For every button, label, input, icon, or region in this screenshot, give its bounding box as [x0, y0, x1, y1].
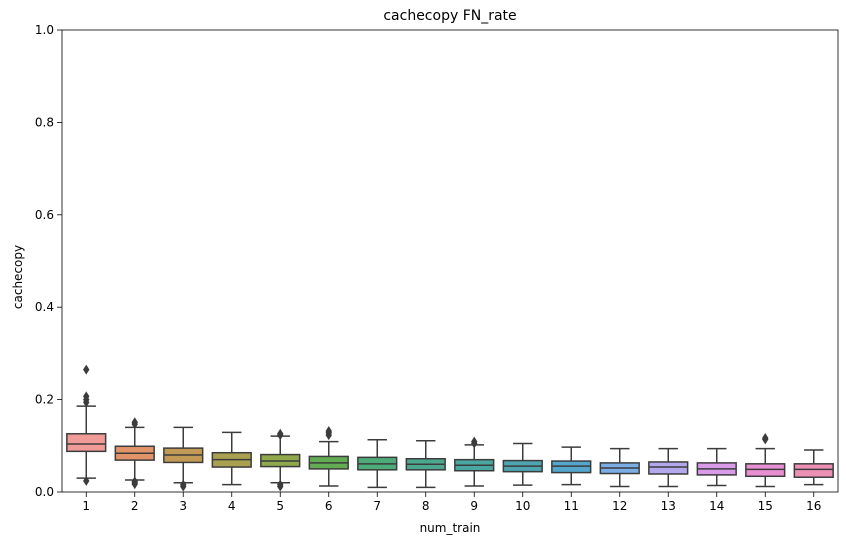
x-axis-label: num_train — [420, 521, 481, 535]
box-group — [260, 428, 301, 492]
box — [793, 463, 834, 478]
box-group — [793, 449, 834, 486]
box-group — [745, 432, 786, 488]
plot-frame — [61, 29, 839, 493]
outlier-point — [131, 417, 138, 428]
y-tick-label: 0.4 — [35, 300, 54, 314]
x-tick-label: 9 — [470, 499, 478, 513]
y-tick-label: 1.0 — [35, 23, 54, 37]
x-axis: 1 2 3 4 5 6 7 8 9 10 11 12 13 14 15 16 — [82, 492, 821, 513]
box-series — [66, 364, 834, 492]
box-group — [405, 439, 446, 489]
box-group — [648, 447, 689, 488]
y-tick-label: 0.2 — [35, 393, 54, 407]
y-axis-label: cachecopy — [11, 245, 25, 309]
box-group — [114, 417, 155, 490]
x-tick-label: 2 — [131, 499, 139, 513]
outlier-point — [83, 364, 90, 375]
x-tick-label: 11 — [564, 499, 579, 513]
y-tick-label: 0.6 — [35, 208, 54, 222]
x-tick-label: 10 — [515, 499, 530, 513]
x-tick-label: 15 — [758, 499, 773, 513]
outlier-point — [762, 432, 769, 443]
box-group — [551, 446, 592, 486]
box-group — [357, 439, 398, 489]
box-group — [163, 426, 204, 492]
x-tick-label: 16 — [806, 499, 821, 513]
x-tick-label: 5 — [276, 499, 284, 513]
x-tick-label: 13 — [661, 499, 676, 513]
x-tick-label: 12 — [612, 499, 627, 513]
x-tick-label: 14 — [709, 499, 724, 513]
x-tick-label: 7 — [373, 499, 381, 513]
y-tick-label: 0.0 — [35, 485, 54, 499]
y-tick-label: 0.8 — [35, 115, 54, 129]
chart-title: cachecopy FN_rate — [383, 8, 516, 24]
x-tick-label: 8 — [422, 499, 430, 513]
box-group — [454, 436, 495, 487]
y-axis: 0.0 0.2 0.4 0.6 0.8 1.0 — [35, 23, 62, 499]
outlier-point — [83, 475, 90, 486]
box-group — [211, 431, 252, 486]
outlier-point — [277, 428, 284, 439]
outlier-point — [83, 391, 90, 402]
x-tick-label: 1 — [82, 499, 90, 513]
outlier-point — [131, 476, 138, 487]
box-group — [599, 447, 640, 488]
outlier-point — [325, 426, 332, 437]
x-tick-label: 6 — [325, 499, 333, 513]
outlier-point — [471, 436, 478, 447]
box — [66, 433, 107, 453]
box-group — [502, 442, 543, 486]
x-tick-label: 3 — [179, 499, 187, 513]
box — [648, 461, 689, 475]
x-tick-label: 4 — [228, 499, 236, 513]
box-group — [66, 364, 107, 486]
outlier-point — [180, 479, 187, 490]
outlier-point — [277, 479, 284, 490]
box-group — [696, 447, 737, 487]
box-group — [308, 426, 349, 487]
